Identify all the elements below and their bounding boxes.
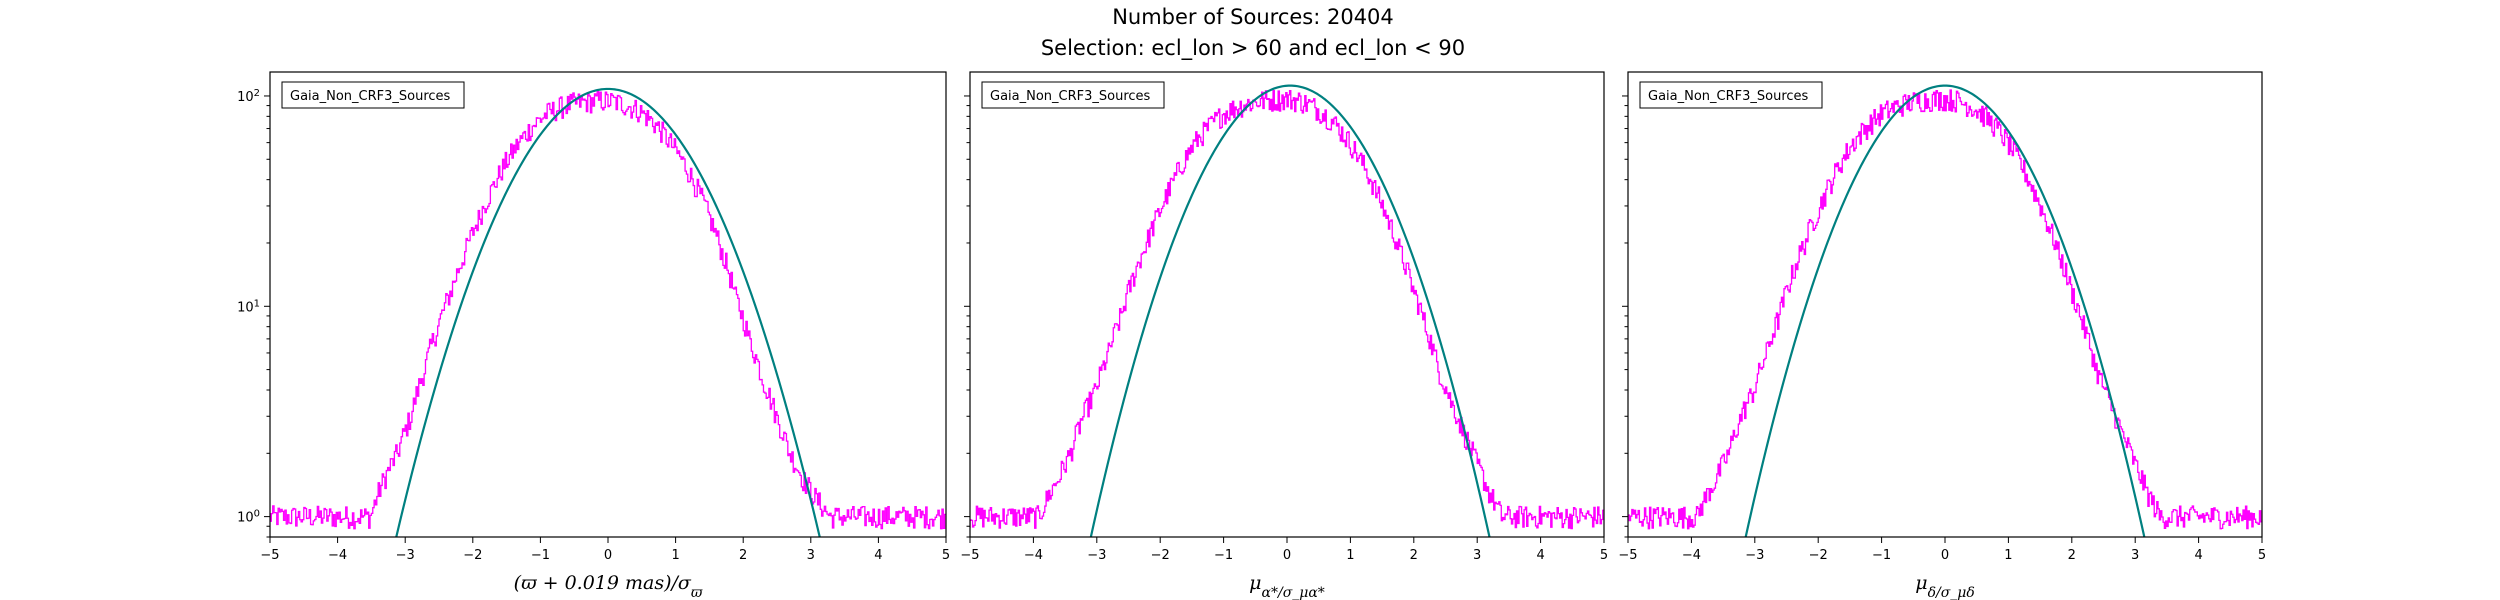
x-tick-label: −5 [260,548,279,563]
x-tick-label: −2 [1809,548,1828,563]
x-tick-label: 4 [1536,548,1544,563]
x-tick-label: −3 [1745,548,1764,563]
x-tick-label: 2 [739,548,747,563]
axes-frame [969,71,1605,538]
x-tick-label: −1 [1872,548,1891,563]
legend-box [1639,81,1823,109]
subplot-3: −5 −4 −3 −2 −1 0 1 2 3 4 5 Gaia_Non_CRF3_Sources μδ/… [1618,71,2266,600]
plot-area [970,84,1604,537]
histogram-series [970,89,1604,530]
x-tick-label: 1 [2004,548,2012,563]
x-tick-label: 3 [807,548,815,563]
x-tick-label: 3 [1473,548,1481,563]
x-tick-label: 5 [942,548,950,563]
x-tick-label: −1 [1214,548,1233,563]
x-tick-label: 0 [1941,548,1949,563]
x-tick-label: 0 [1283,548,1291,563]
x-tick-label: 1 [1346,548,1354,563]
x-tick-label: −1 [531,548,550,563]
legend: Gaia_Non_CRF3_Sources [981,81,1165,109]
axes-frame [269,71,947,538]
x-tick-label: −4 [328,548,347,563]
x-tick-label: −2 [1151,548,1170,563]
x-axis-label: μα*/σ_μα* [1249,572,1325,600]
legend-label: Gaia_Non_CRF3_Sources [1648,89,1809,104]
suptitle-line2: Selection: ecl_lon > 60 and ecl_lon < 90 [1041,36,1465,61]
x-axis-label: (ϖ + 0.019 mas)/σϖ [514,572,703,600]
x-tick-label: 5 [1600,548,1608,563]
y-tick-label: 100 [237,508,260,526]
x-tick-label: 1 [671,548,679,563]
x-tick-label: −3 [1087,548,1106,563]
legend-box [281,81,465,109]
gaussian-fit-curve [1089,84,1491,537]
legend-label: Gaia_Non_CRF3_Sources [990,89,1151,104]
x-tick-label: 3 [2131,548,2139,563]
x-tick-label: −4 [1024,548,1043,563]
y-tick-label: 102 [237,87,260,105]
x-tick-label: −5 [1618,548,1637,563]
plot-area [1628,84,2262,537]
x-tick-label: −2 [463,548,482,563]
x-tick-label: 2 [2068,548,2076,563]
histogram-series [270,90,946,530]
x-tick-label: −3 [396,548,415,563]
plot-area [270,87,946,537]
subplot-2: −5 −4 −3 −2 −1 0 1 2 3 4 5 Gaia_Non_CRF3_Sources μα*… [960,71,1608,600]
legend: Gaia_Non_CRF3_Sources [1639,81,1823,109]
gaussian-fit-curve [395,87,821,537]
subplot-1: −5 −4 −3 −2 −1 0 1 2 3 4 5 100 101 102 Gaia_Non_CRF3_S… [237,71,950,600]
suptitle-line1: Number of Sources: 20404 [1112,5,1394,29]
histogram-series [1628,89,2262,530]
x-tick-label: 0 [604,548,612,563]
legend: Gaia_Non_CRF3_Sources [281,81,465,109]
legend-box [981,81,1165,109]
x-tick-label: 4 [2194,548,2202,563]
x-tick-label: 4 [874,548,882,563]
x-tick-label: 5 [2258,548,2266,563]
x-tick-label: −5 [960,548,979,563]
legend-label: Gaia_Non_CRF3_Sources [290,89,451,104]
y-tick-label: 101 [237,298,260,316]
x-axis-label: μδ/σ_μδ [1915,572,1975,600]
axes-frame [1627,71,2263,538]
x-tick-label: −4 [1682,548,1701,563]
x-tick-label: 2 [1410,548,1418,563]
gaussian-fit-curve [1744,84,2146,537]
